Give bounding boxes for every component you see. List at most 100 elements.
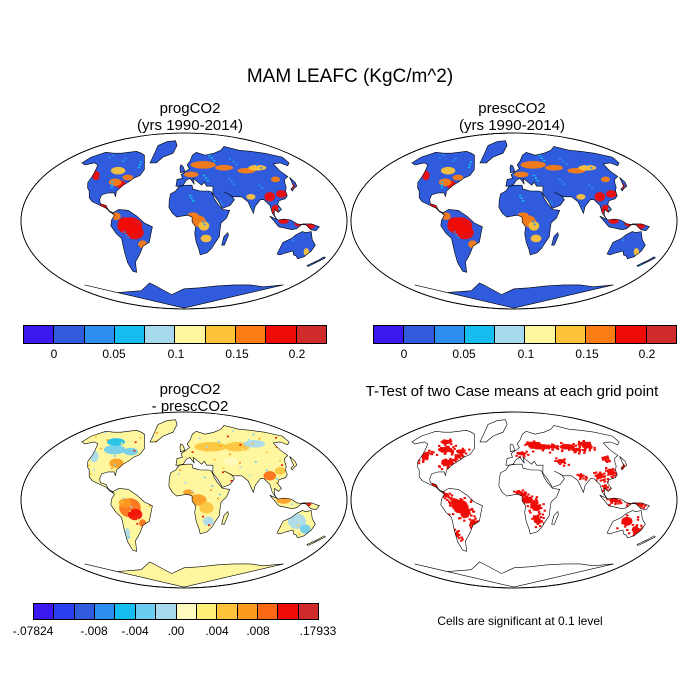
- significant-cell: [567, 463, 571, 466]
- diff-region: [299, 524, 311, 534]
- significant-cell: [588, 449, 591, 452]
- significant-cell: [616, 527, 619, 530]
- significant-cell: [427, 451, 430, 454]
- significant-region: [595, 473, 604, 479]
- significant-region: [443, 492, 449, 498]
- significant-cell: [620, 502, 623, 505]
- significant-cell: [448, 502, 452, 505]
- significant-cell: [466, 504, 469, 507]
- significant-cell: [459, 457, 463, 460]
- coastline-newZealand: [306, 535, 326, 546]
- coastline-southAmerica: [440, 209, 483, 273]
- significant-cell: [593, 446, 596, 449]
- coastline-japan: [289, 177, 298, 192]
- significant-cell: [562, 464, 566, 467]
- significant-cell: [475, 521, 478, 524]
- diff-speckle: [94, 435, 97, 438]
- colorbar-swatch: [135, 604, 157, 619]
- field-speckle: [454, 157, 457, 160]
- diff-region: [118, 498, 132, 508]
- significant-cell: [523, 493, 526, 496]
- coastline-greenland: [479, 419, 508, 443]
- significant-cell: [471, 508, 474, 511]
- significant-cell: [438, 444, 441, 447]
- diff-region: [194, 442, 227, 452]
- significant-cell: [453, 458, 457, 461]
- colorbar-swatch: [84, 326, 115, 343]
- significant-region: [460, 511, 470, 518]
- diff-region: [287, 513, 306, 529]
- coastline-eurasia: [505, 146, 620, 221]
- map-outline: [20, 411, 348, 589]
- significant-cell: [528, 445, 531, 448]
- diff-speckle: [110, 467, 113, 470]
- diff-speckle: [151, 436, 154, 438]
- field-hotspot: [264, 192, 276, 202]
- field-speckle: [256, 164, 259, 167]
- colorbar-swatch: [156, 604, 177, 619]
- map-prog: [20, 132, 348, 310]
- diff-speckle: [136, 522, 139, 525]
- diff-speckle: [217, 440, 220, 443]
- field-speckle: [586, 164, 589, 167]
- diff-speckle: [130, 506, 133, 508]
- colorbar-tick-label: .17933: [299, 624, 337, 638]
- field-speckle: [541, 244, 545, 247]
- diff-speckle: [128, 510, 131, 512]
- panel-title-diff-line2: - prescCO2: [151, 398, 229, 415]
- significant-cell: [554, 459, 557, 462]
- significant-cell: [638, 528, 641, 531]
- colorbar-swatch: [464, 326, 496, 343]
- significant-cell: [636, 516, 640, 519]
- significant-cell: [601, 458, 605, 461]
- field-hotspot: [447, 217, 463, 229]
- diff-speckle: [265, 451, 268, 454]
- diff-speckle: [298, 533, 301, 535]
- map-frame: [350, 411, 678, 589]
- significant-region: [632, 526, 639, 532]
- significant-cell: [521, 496, 524, 499]
- colorbar-tick-label: .008: [246, 624, 270, 638]
- significant-cell: [628, 532, 631, 535]
- significant-cell: [603, 480, 606, 483]
- diff-region: [263, 471, 277, 481]
- significant-cell: [452, 506, 455, 509]
- significance-note: Cells are significant at 0.1 level: [437, 614, 603, 628]
- significant-cell: [451, 451, 454, 454]
- colorbar-tick-label: .00: [167, 624, 185, 638]
- field-speckle: [582, 209, 585, 212]
- significant-region: [522, 496, 534, 504]
- significant-cell: [447, 500, 451, 503]
- significant-cell: [602, 475, 606, 478]
- diff-region: [199, 502, 214, 514]
- field-speckle: [125, 233, 128, 236]
- colorbar-tick-label: -.004: [121, 624, 149, 638]
- field-hotspot: [111, 212, 121, 220]
- significant-cell: [559, 463, 562, 466]
- coastline-africa: [498, 463, 561, 535]
- field-speckle: [440, 186, 444, 189]
- coastline-northAmerica: [411, 150, 475, 214]
- significant-cell: [530, 495, 534, 498]
- significant-cell: [583, 451, 586, 454]
- field-speckle: [438, 156, 441, 159]
- coastline-antarctica: [414, 282, 614, 309]
- significant-cell: [563, 458, 566, 461]
- diff-speckle: [232, 430, 235, 433]
- significant-cell: [432, 451, 435, 454]
- coastline-northAmerica: [81, 150, 145, 214]
- significant-cell: [611, 476, 614, 479]
- colorbar-swatch: [115, 604, 136, 619]
- diff-speckle: [190, 455, 193, 458]
- diff-region: [103, 444, 126, 455]
- field-speckle: [203, 174, 206, 177]
- panel-title-prog-line2: (yrs 1990-2014): [137, 117, 243, 134]
- coastline-eurasia: [175, 146, 290, 221]
- significant-cell: [446, 499, 449, 502]
- significant-cell: [534, 498, 538, 501]
- diff-region: [109, 458, 124, 468]
- significant-cell: [521, 489, 525, 492]
- diff-speckle: [203, 476, 206, 479]
- significant-cell: [535, 500, 538, 503]
- diff-speckle: [214, 458, 217, 461]
